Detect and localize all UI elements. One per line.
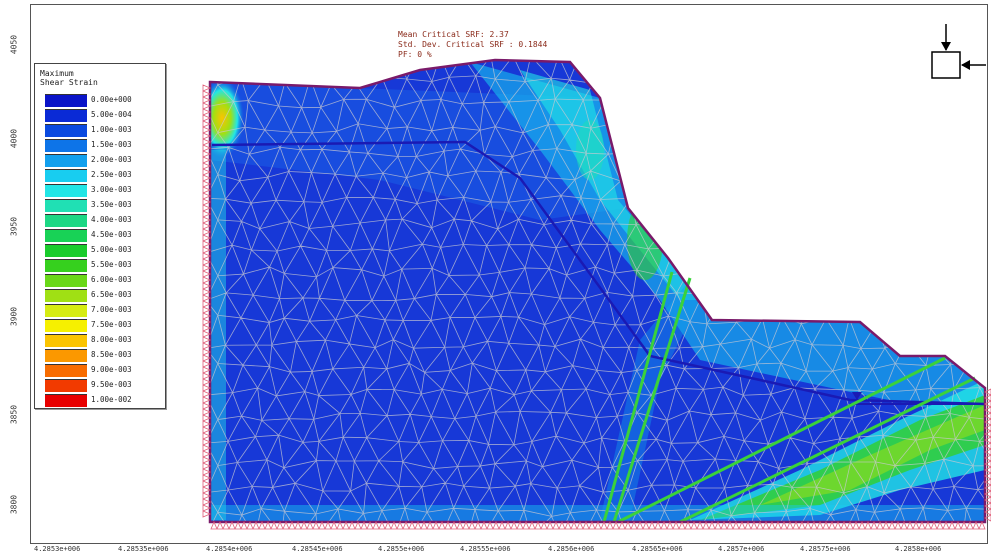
legend-swatch: [45, 394, 87, 407]
std-dev-srf: Std. Dev. Critical SRF : 0.1844: [398, 40, 548, 49]
legend-swatch: [45, 169, 87, 182]
legend-entry: 1.00e-003: [45, 124, 161, 137]
external-boundary: [208, 58, 987, 524]
mean-srf: Mean Critical SRF: 2.37: [398, 30, 509, 39]
srf-summary: Mean Critical SRF: 2.37 Std. Dev. Critic…: [398, 30, 547, 60]
load-arrows-icon: [931, 24, 986, 79]
legend-entry: 0.00e+000: [45, 94, 161, 107]
legend-entry: 4.50e-003: [45, 229, 161, 242]
legend-entry: 2.50e-003: [45, 169, 161, 182]
x-tick-label: 4.28555e+006: [460, 545, 511, 553]
legend-title-line1: Maximum: [40, 69, 74, 78]
x-tick-label: 4.2857e+006: [718, 545, 765, 553]
legend-swatch: [45, 199, 87, 212]
legend-swatch: [45, 214, 87, 227]
x-tick-label: 4.28575e+006: [800, 545, 851, 553]
legend-entry: 5.00e-004: [45, 109, 161, 122]
boundary-supports: [202, 84, 991, 530]
x-tick-label: 4.2853e+006: [34, 545, 81, 553]
legend-label: 5.00e-004: [91, 110, 132, 119]
legend-label: 6.50e-003: [91, 290, 132, 299]
legend-swatch: [45, 124, 87, 137]
legend-title-line2: Shear Strain: [40, 78, 98, 87]
x-tick-label: 4.2856e+006: [548, 545, 595, 553]
legend-entry: 5.00e-003: [45, 244, 161, 257]
legend-swatch: [45, 349, 87, 362]
legend-entry: 6.00e-003: [45, 274, 161, 287]
legend-swatch: [45, 289, 87, 302]
legend-swatch: [45, 139, 87, 152]
legend-entry: 3.50e-003: [45, 199, 161, 212]
legend-label: 0.00e+000: [91, 95, 132, 104]
legend-label: 7.00e-003: [91, 305, 132, 314]
legend-label: 7.50e-003: [91, 320, 132, 329]
legend-swatch: [45, 364, 87, 377]
legend-entry: 1.00e-002: [45, 394, 161, 407]
legend-label: 2.00e-003: [91, 155, 132, 164]
support-markers: [202, 84, 991, 530]
x-tick-label: 4.28545e+006: [292, 545, 343, 553]
legend-swatch: [45, 319, 87, 332]
legend-swatch: [45, 109, 87, 122]
legend-label: 5.50e-003: [91, 260, 132, 269]
legend-label: 5.00e-003: [91, 245, 132, 254]
legend-label: 4.00e-003: [91, 215, 132, 224]
x-tick-label: 4.28565e+006: [632, 545, 683, 553]
legend-label: 8.50e-003: [91, 350, 132, 359]
legend-entry: 3.00e-003: [45, 184, 161, 197]
legend-swatch: [45, 274, 87, 287]
legend-swatch: [45, 259, 87, 272]
x-tick-label: 4.2855e+006: [378, 545, 425, 553]
legend-entry: 2.00e-003: [45, 154, 161, 167]
legend-swatch: [45, 154, 87, 167]
legend-swatch: [45, 379, 87, 392]
legend-label: 2.50e-003: [91, 170, 132, 179]
legend-entry: 8.50e-003: [45, 349, 161, 362]
legend-label: 3.50e-003: [91, 200, 132, 209]
legend-label: 1.50e-003: [91, 140, 132, 149]
legend-entry: 7.50e-003: [45, 319, 161, 332]
legend-entry: 9.00e-003: [45, 364, 161, 377]
legend-swatch: [45, 304, 87, 317]
legend-swatch: [45, 94, 87, 107]
x-tick-label: 4.2854e+006: [206, 545, 253, 553]
water-table-icon: [852, 392, 862, 400]
legend-entry: 8.00e-003: [45, 334, 161, 347]
strain-legend: Maximum Shear Strain 0.00e+000 5.00e-004 1…: [34, 63, 166, 409]
x-tick-label: 4.28535e+006: [118, 545, 169, 553]
joint-set: [602, 271, 976, 524]
legend-entry: 5.50e-003: [45, 259, 161, 272]
legend-label: 6.00e-003: [91, 275, 132, 284]
legend-swatch: [45, 334, 87, 347]
legend-entry: 9.50e-003: [45, 379, 161, 392]
x-tick-label: 4.2858e+006: [895, 545, 942, 553]
legend-label: 1.00e-003: [91, 125, 132, 134]
contour-field: [210, 60, 985, 522]
legend-swatch: [45, 229, 87, 242]
legend-swatch: [45, 184, 87, 197]
legend-swatch: [45, 244, 87, 257]
legend-label: 9.50e-003: [91, 380, 132, 389]
legend-label: 3.00e-003: [91, 185, 132, 194]
legend-label: 8.00e-003: [91, 335, 132, 344]
probability-of-failure: PF: 0 %: [398, 50, 432, 59]
legend-entry: 6.50e-003: [45, 289, 161, 302]
legend-entry: 1.50e-003: [45, 139, 161, 152]
legend-label: 1.00e-002: [91, 395, 132, 404]
legend-title: Maximum Shear Strain: [40, 69, 98, 87]
legend-entry: 7.00e-003: [45, 304, 161, 317]
legend-label: 9.00e-003: [91, 365, 132, 374]
legend-label: 4.50e-003: [91, 230, 132, 239]
legend-entry: 4.00e-003: [45, 214, 161, 227]
